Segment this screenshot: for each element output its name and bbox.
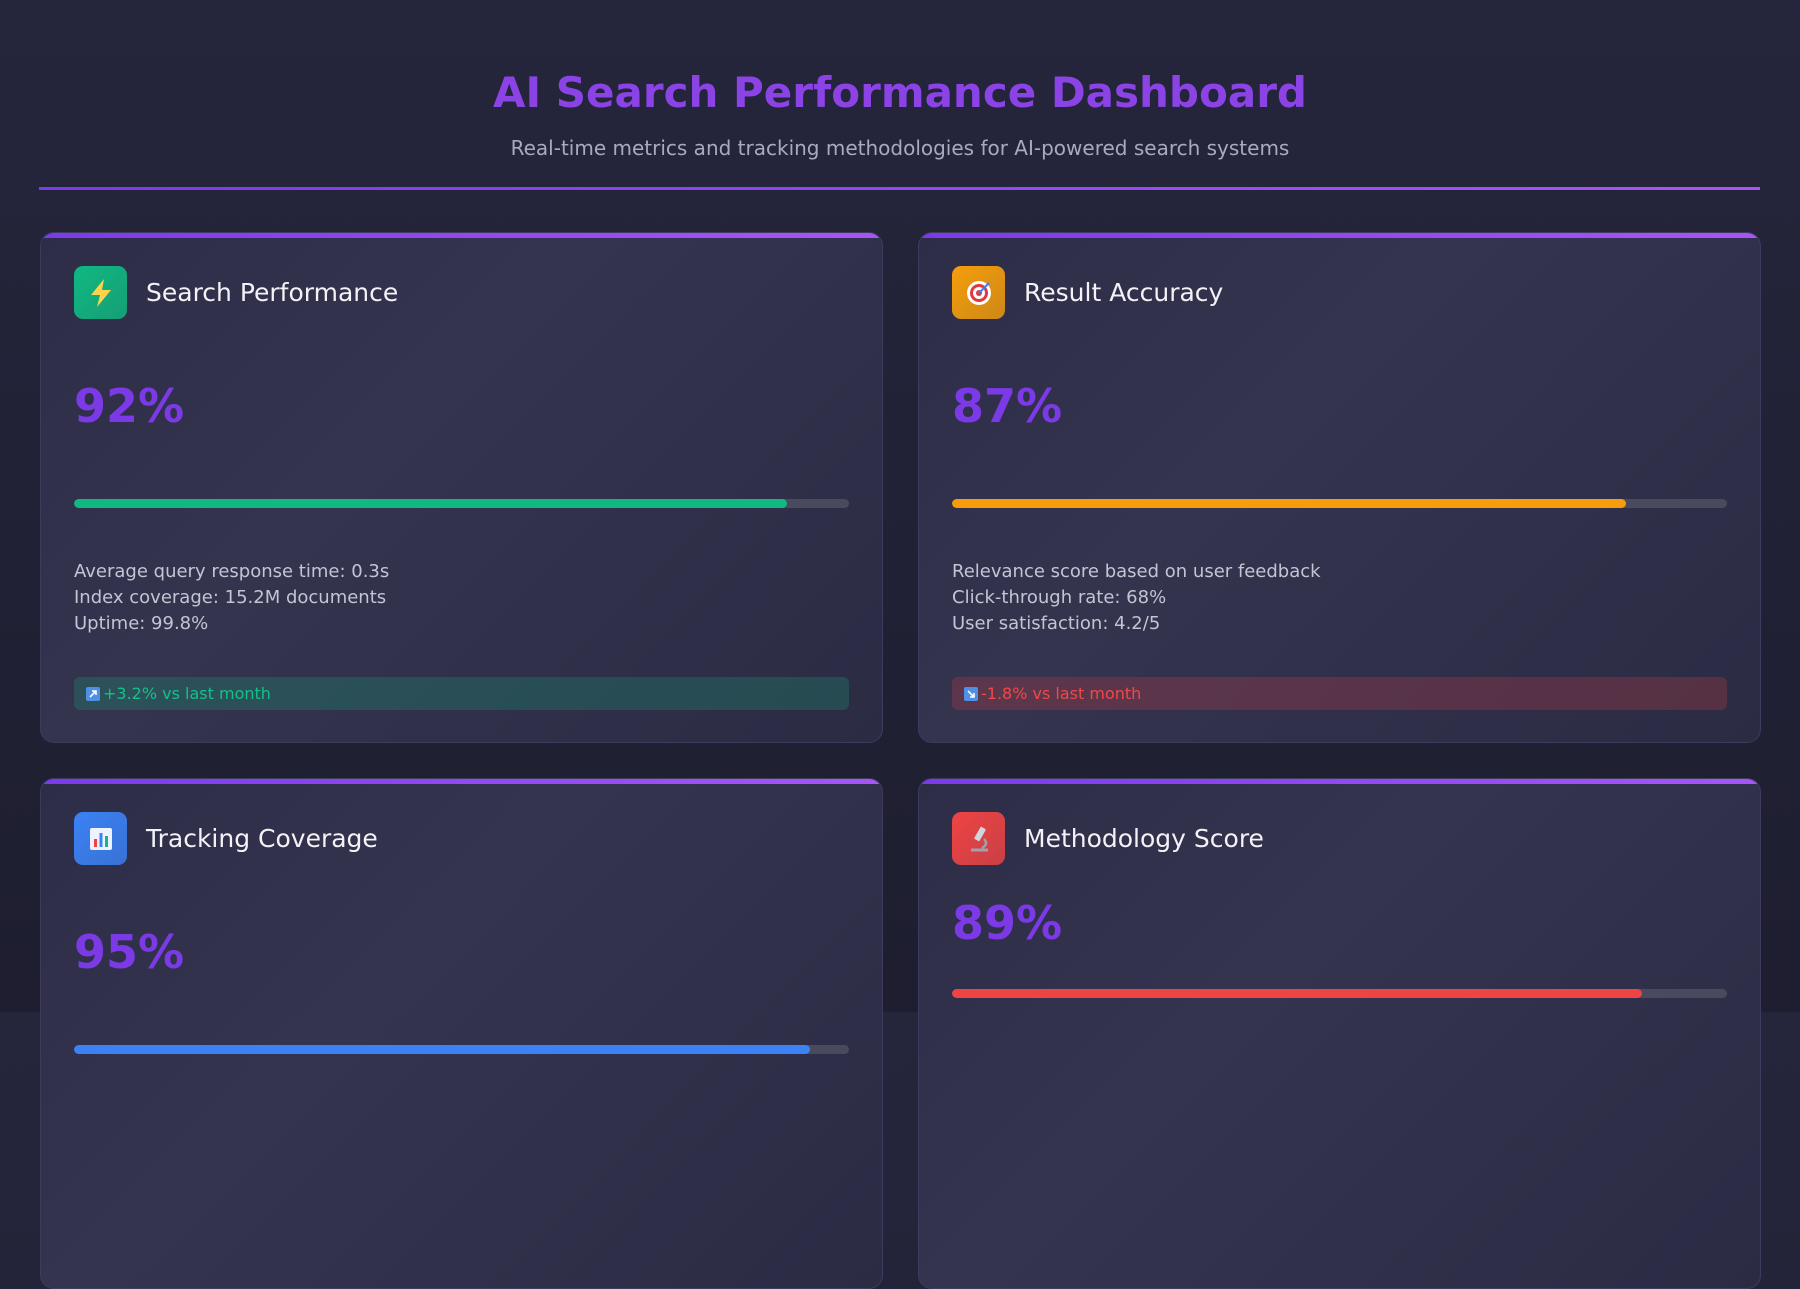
progress-fill: [952, 989, 1642, 998]
progress-fill: [74, 1045, 811, 1054]
trend-badge: -1.8% vs last month: [952, 677, 1727, 710]
detail-line: Index coverage: 15.2M documents: [74, 587, 387, 608]
lightning-icon: [90, 278, 111, 307]
progress-track: [74, 1045, 849, 1054]
trend-text: -1.8% vs last month: [981, 684, 1142, 703]
detail-line: Click-through rate: 68%: [952, 587, 1167, 608]
target-icon: [966, 280, 991, 305]
progress-fill: [952, 499, 1627, 508]
metric-card: Tracking Coverage 95%: [40, 778, 883, 1289]
progress-track: [952, 989, 1727, 998]
card-details: Relevance score based on user feedback C…: [952, 559, 1321, 637]
card-title: Methodology Score: [1024, 824, 1264, 853]
dashboard-subtitle: Real-time metrics and tracking methodolo…: [510, 136, 1290, 160]
detail-line: Relevance score based on user feedback: [952, 561, 1321, 582]
detail-line: User satisfaction: 4.2/5: [952, 613, 1161, 634]
trend-icon: [86, 686, 100, 701]
trend-badge: +3.2% vs last month: [74, 677, 849, 710]
card-title: Tracking Coverage: [146, 824, 378, 853]
dashboard-title: AI Search Performance Dashboard: [493, 68, 1307, 117]
card-icon: [74, 266, 127, 319]
progress-track: [74, 499, 849, 508]
metric-value: 87%: [952, 379, 1063, 433]
metric-card: Result Accuracy 87% Relevance score base…: [918, 232, 1761, 743]
metric-value: 95%: [74, 925, 185, 979]
progress-track: [952, 499, 1727, 508]
chart-icon: [89, 827, 112, 850]
card-icon: [74, 812, 127, 865]
card-title: Search Performance: [146, 278, 399, 307]
microscope-icon: [970, 826, 988, 851]
metric-value: 89%: [952, 896, 1063, 950]
metric-card: Search Performance 92% Average query res…: [40, 232, 883, 743]
metric-value: 92%: [74, 379, 185, 433]
detail-line: Average query response time: 0.3s: [74, 561, 390, 582]
detail-line: Uptime: 99.8%: [74, 613, 209, 634]
card-icon: [952, 812, 1005, 865]
trend-text: +3.2% vs last month: [103, 684, 271, 703]
card-icon: [952, 266, 1005, 319]
card-title: Result Accuracy: [1024, 278, 1224, 307]
card-details: Average query response time: 0.3s Index …: [74, 559, 389, 637]
progress-fill: [74, 499, 787, 508]
divider: [39, 187, 1760, 190]
metric-card: Methodology Score 89%: [918, 778, 1761, 1289]
trend-icon: [964, 686, 978, 701]
